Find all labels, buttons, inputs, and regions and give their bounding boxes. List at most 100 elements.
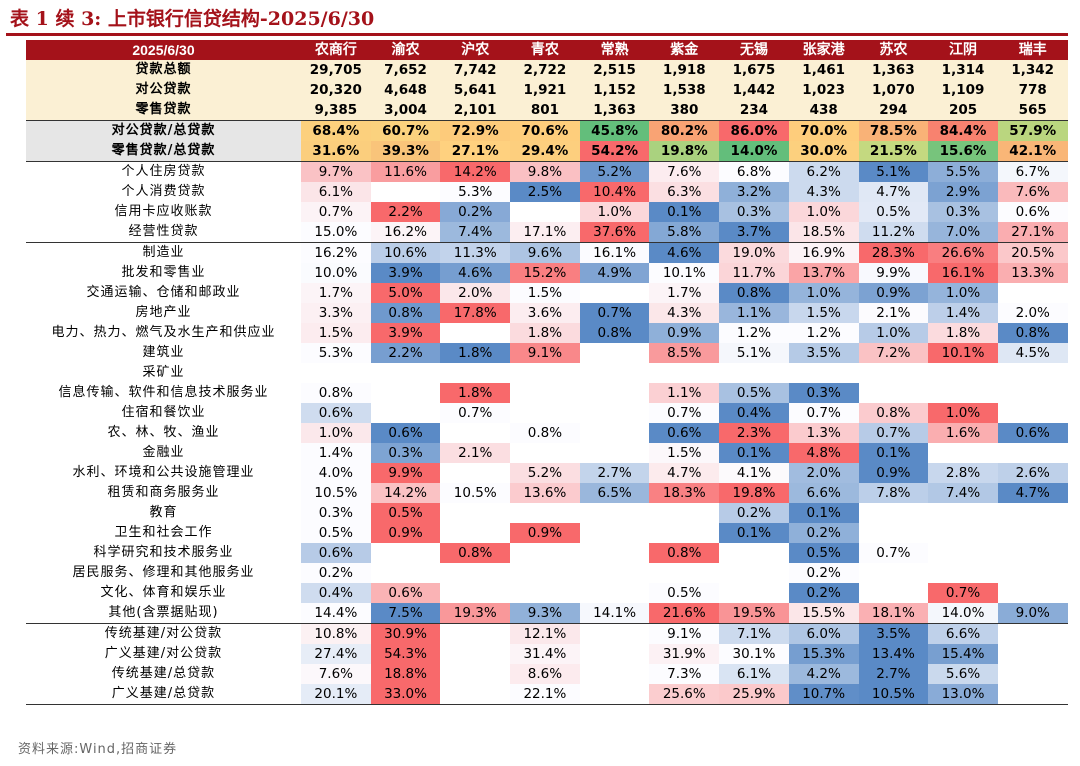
- cell-value: 0.7%: [788, 403, 859, 423]
- cell-value: 1,921: [510, 80, 580, 100]
- cell-value: 14.4%: [301, 603, 371, 624]
- row-label: 房地产业: [135, 305, 192, 320]
- row-label: 科学研究和技术服务业: [93, 545, 234, 560]
- cell-value: 1.5%: [788, 303, 859, 323]
- cell-value: 2.7%: [858, 664, 929, 684]
- cell-value: [719, 363, 789, 383]
- cell-value: 7.6%: [649, 161, 720, 182]
- row-label: 电力、热力、燃气及水生产和供应业: [51, 325, 276, 340]
- cell-value: [719, 563, 789, 583]
- cell-value: 2.0%: [788, 463, 859, 483]
- cell-value: 16.1%: [579, 242, 650, 263]
- cell-value: [997, 623, 1068, 644]
- cell-value: 1.1%: [649, 383, 720, 403]
- cell-value: [928, 523, 998, 543]
- ratio-row: 对公贷款/总贷款 68.4% 60.7% 72.9% 70.6% 45.8% 80.2% 86…: [26, 120, 1068, 141]
- cell-value: 1.0%: [788, 283, 859, 303]
- cell-value: 7.2%: [858, 343, 929, 363]
- cell-value: 1,070: [858, 80, 929, 100]
- cell-value: 3.7%: [719, 222, 789, 243]
- cell-value: [579, 563, 650, 583]
- industry-breakdown-row: 电力、热力、燃气及水生产和供应业 1.5% 3.9% 1.8% 0.8% 0.9% 1.2%…: [26, 323, 1068, 343]
- cell-value: 3.5%: [788, 343, 859, 363]
- summary-row: 零售贷款 9,385 3,004 2,101 801 1,363 380 234 438 294 2…: [26, 100, 1068, 121]
- cell-value: [928, 383, 998, 403]
- header-bank: 苏农: [858, 40, 929, 60]
- row-label: 水利、环境和公共设施管理业: [72, 465, 255, 480]
- header-bank: 张家港: [788, 40, 859, 60]
- row-label: 农、林、牧、渔业: [107, 425, 220, 440]
- cell-value: 4.3%: [788, 182, 859, 202]
- row-label: 其他(含票据贴现): [26, 603, 301, 624]
- cell-value: 31.4%: [510, 644, 580, 664]
- cell-value: 5.6%: [928, 664, 998, 684]
- cell-value: 21.6%: [649, 603, 720, 624]
- cell-value: 1.0%: [301, 423, 371, 443]
- cell-value: [440, 563, 511, 583]
- retail-breakdown-row: 个人消费贷款 6.1% 5.3% 2.5% 10.4% 6.3% 3.2% 4.3% 4.7% 2…: [26, 182, 1068, 202]
- cell-value: 15.0%: [301, 222, 371, 243]
- cell-value: 0.8%: [510, 423, 580, 443]
- cell-value: 2.3%: [719, 423, 789, 443]
- cell-value: [997, 644, 1068, 664]
- cell-value: 27.4%: [301, 644, 371, 664]
- cell-value: 10.6%: [370, 242, 441, 263]
- cell-value: 13.4%: [858, 644, 929, 664]
- header-bank: 青农: [510, 40, 580, 60]
- header-bank: 无锡: [719, 40, 789, 60]
- cell-value: 9.0%: [997, 603, 1068, 624]
- cell-value: 10.1%: [649, 263, 720, 283]
- cell-value: 1,363: [579, 100, 650, 121]
- cell-value: 17.1%: [510, 222, 580, 243]
- cell-value: 0.6%: [301, 543, 371, 563]
- cell-value: 86.0%: [719, 120, 789, 141]
- cell-value: 0.7%: [649, 403, 720, 423]
- cell-value: 0.5%: [719, 383, 789, 403]
- cell-value: 70.0%: [788, 120, 859, 141]
- cell-value: 25.9%: [719, 684, 789, 705]
- row-label: 对公贷款/总贷款: [26, 120, 301, 141]
- cell-value: 57.9%: [997, 120, 1068, 141]
- cell-value: 6.2%: [788, 161, 859, 182]
- cell-value: 9.9%: [858, 263, 929, 283]
- industry-breakdown-row: 水利、环境和公共设施管理业 4.0% 9.9% 5.2% 2.7% 4.7% 4.1% 2.0…: [26, 463, 1068, 483]
- cell-value: [579, 523, 650, 543]
- cell-value: 1.8%: [440, 383, 511, 403]
- cell-value: 30.1%: [719, 644, 789, 664]
- cell-value: 16.2%: [370, 222, 441, 243]
- infrastructure-ratio-row: 广义基建/对公贷款 27.4% 54.3% 31.4% 31.9% 30.1% 15.3% 1…: [26, 644, 1068, 664]
- cell-value: [370, 383, 441, 403]
- cell-value: 10.0%: [301, 263, 371, 283]
- cell-value: 2,722: [510, 60, 580, 80]
- industry-breakdown-row: 制造业 16.2% 10.6% 11.3% 9.6% 16.1% 4.6% 19.0% 16.9…: [26, 242, 1068, 263]
- header-bank: 渝农: [370, 40, 441, 60]
- cell-value: 3.9%: [370, 263, 441, 283]
- cell-value: 20,320: [301, 80, 371, 100]
- cell-value: 0.3%: [301, 503, 371, 523]
- industry-breakdown-row: 交通运输、仓储和邮政业 1.7% 5.0% 2.0% 1.5% 1.7% 0.8% 1.0% 0…: [26, 283, 1068, 303]
- cell-value: [440, 684, 511, 705]
- cell-value: [579, 383, 650, 403]
- cell-value: [997, 283, 1068, 303]
- cell-value: 0.9%: [858, 463, 929, 483]
- cell-value: 2.0%: [997, 303, 1068, 323]
- cell-value: [370, 403, 441, 423]
- cell-value: 14.1%: [579, 603, 650, 624]
- cell-value: 13.3%: [997, 263, 1068, 283]
- cell-value: [440, 463, 511, 483]
- row-label: 广义基建/总贷款: [26, 684, 301, 705]
- infrastructure-ratio-row: 广义基建/总贷款 20.1% 33.0% 22.1% 25.6% 25.9% 10.7% 10…: [26, 684, 1068, 705]
- cell-value: 26.6%: [928, 242, 998, 263]
- row-label: 信息传输、软件和信息技术服务业: [58, 385, 269, 400]
- cell-value: [997, 363, 1068, 383]
- cell-value: 1.4%: [301, 443, 371, 463]
- cell-value: 1.5%: [510, 283, 580, 303]
- cell-value: 0.6%: [370, 583, 441, 603]
- cell-value: 6.6%: [928, 623, 998, 644]
- cell-value: 1.5%: [301, 323, 371, 343]
- cell-value: 778: [997, 80, 1068, 100]
- cell-value: 0.1%: [719, 443, 789, 463]
- cell-value: 0.3%: [788, 383, 859, 403]
- cell-value: 10.1%: [928, 343, 998, 363]
- cell-value: 0.8%: [579, 323, 650, 343]
